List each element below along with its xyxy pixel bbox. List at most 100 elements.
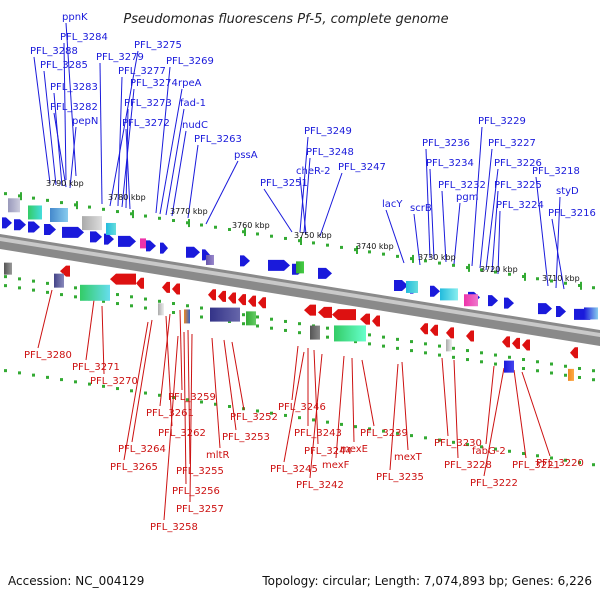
tick-dot — [592, 378, 595, 382]
ruler-label: 3780 kbp — [108, 193, 146, 202]
leader-line — [189, 333, 193, 503]
reverse-gene — [258, 297, 266, 309]
ruler-label: 3760 kbp — [232, 221, 270, 230]
leader-line — [165, 108, 185, 216]
leader-line — [159, 88, 183, 215]
tick-dot — [270, 317, 273, 321]
tick-dot — [32, 279, 35, 283]
reverse-gene — [228, 292, 236, 304]
tick-dot — [130, 295, 133, 299]
tick-dot — [4, 284, 7, 288]
leader-line — [121, 88, 135, 208]
ruler-tick — [76, 201, 78, 210]
reverse-gene — [218, 290, 226, 302]
ruler-label: 3720 kbp — [480, 265, 518, 274]
leader-line — [37, 289, 53, 349]
leader-line — [425, 148, 431, 259]
gene-label: PFL_3222 — [470, 478, 518, 489]
tick-dot — [158, 299, 161, 303]
tick-dot — [242, 322, 245, 326]
tick-dot — [18, 371, 21, 375]
gene-label: PFL_3227 — [488, 138, 536, 149]
ruler-tick — [524, 272, 526, 281]
tick-dot — [396, 337, 399, 341]
tick-dot — [466, 443, 469, 447]
gene-label: PFL_3262 — [158, 428, 206, 439]
tick-dot — [452, 440, 455, 444]
gene-label: PFL_3239 — [360, 428, 408, 439]
feature-box — [184, 309, 190, 324]
feature-box — [406, 280, 418, 293]
leader-line — [101, 305, 105, 375]
tick-dot — [410, 349, 413, 353]
ruler-tick — [20, 192, 22, 201]
gene-label: PFL_3245 — [270, 464, 318, 475]
tick-dot — [144, 391, 147, 395]
ruler-label: 3770 kbp — [170, 207, 208, 216]
tick-dot — [186, 304, 189, 308]
feature-box — [246, 311, 256, 326]
feature-box — [584, 307, 598, 320]
reverse-gene — [570, 347, 578, 359]
gene-label: PFL_3251 — [260, 178, 308, 189]
leader-line — [131, 319, 153, 443]
feature-box — [310, 325, 320, 340]
leader-line — [485, 365, 495, 445]
feature-box — [296, 261, 304, 274]
tick-dot — [354, 248, 357, 252]
ruler-label: 3750 kbp — [294, 231, 332, 240]
tick-dot — [578, 375, 581, 379]
feature-box — [8, 198, 20, 213]
forward-gene — [504, 297, 514, 309]
tick-dot — [368, 333, 371, 337]
gene-label: PFL_3242 — [296, 480, 344, 491]
gene-label: PFL_3280 — [24, 350, 72, 361]
forward-gene — [488, 295, 498, 307]
feature-box — [440, 288, 458, 301]
forward-gene — [186, 246, 200, 258]
feature-box — [210, 307, 240, 322]
tick-dot — [284, 328, 287, 332]
tick-dot — [382, 344, 385, 348]
tick-dot — [438, 261, 441, 265]
leader-line — [117, 76, 123, 207]
feature-box — [504, 360, 514, 373]
feature-box — [106, 222, 116, 235]
tick-dot — [522, 275, 525, 279]
reverse-gene — [248, 295, 256, 307]
ruler-label: 3730 kbp — [418, 253, 456, 262]
feature-box — [568, 368, 574, 381]
gene-label: PFL_3247 — [338, 162, 386, 173]
reverse-gene — [238, 294, 246, 306]
forward-gene — [14, 219, 26, 231]
tick-dot — [256, 315, 259, 319]
tick-dot — [312, 418, 315, 422]
tick-dot — [536, 454, 539, 458]
reverse-gene — [162, 281, 170, 293]
tick-dot — [144, 306, 147, 310]
feature-box — [82, 216, 102, 231]
tick-dot — [382, 429, 385, 433]
leader-line — [65, 22, 77, 177]
gene-label: PFL_3232 — [438, 180, 486, 191]
tick-dot — [130, 389, 133, 393]
tick-dot — [466, 349, 469, 353]
tick-dot — [452, 355, 455, 359]
gene-label: mexT — [394, 452, 423, 463]
tick-dot — [452, 263, 455, 267]
tick-dot — [102, 299, 105, 303]
feature-box — [140, 238, 146, 249]
gene-label: PFL_3257 — [176, 504, 224, 515]
gene-label: fabG-2 — [472, 446, 506, 457]
gene-label: cheR-2 — [296, 166, 331, 177]
tick-dot — [550, 362, 553, 366]
tick-dot — [354, 340, 357, 344]
tick-dot — [298, 331, 301, 335]
tick-dot — [228, 404, 231, 408]
feature-box — [334, 325, 366, 342]
tick-dot — [326, 243, 329, 247]
forward-gene — [202, 249, 210, 261]
tick-dot — [410, 340, 413, 344]
leader-line — [187, 144, 199, 219]
gene-label: rpeA — [178, 78, 202, 89]
